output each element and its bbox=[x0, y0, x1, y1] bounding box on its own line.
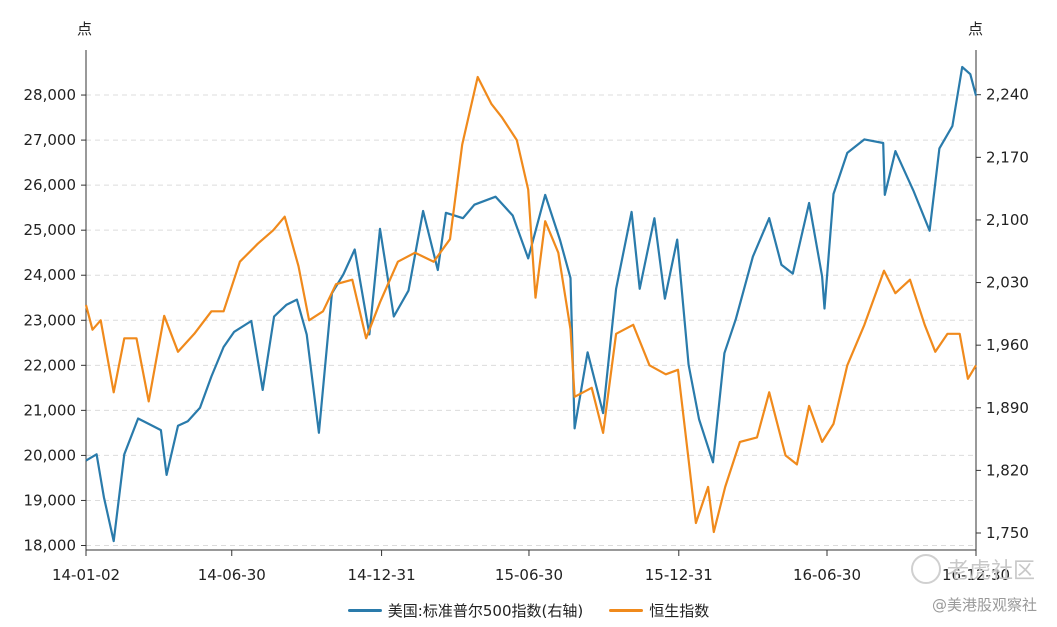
tick-labels: 18,000 19,000 20,000 21,000 22,000 23,000 24,0… bbox=[24, 86, 1029, 584]
series-lines bbox=[84, 65, 978, 543]
legend-label-sp500: 美国:标准普尔500指数(右轴) bbox=[387, 602, 584, 620]
x-tick-label: 16-12-30 bbox=[942, 566, 1010, 584]
grid-lines bbox=[86, 94, 976, 546]
right-tick-label: 2,030 bbox=[986, 274, 1029, 292]
left-tick-label: 26,000 bbox=[24, 176, 77, 194]
series-line-sp500 bbox=[85, 65, 978, 543]
right-axis-unit: 点 bbox=[968, 20, 983, 38]
x-tick-label: 14-06-30 bbox=[198, 566, 266, 584]
tiger-logo-icon bbox=[910, 554, 941, 584]
x-tick-label: 15-12-31 bbox=[645, 566, 713, 584]
series-line-hsi bbox=[84, 75, 977, 534]
legend: 美国:标准普尔500指数(右轴) 恒生指数 bbox=[0, 600, 1057, 621]
left-tick-label: 23,000 bbox=[24, 311, 77, 329]
left-tick-label: 27,000 bbox=[24, 131, 77, 149]
x-tick-label: 15-06-30 bbox=[495, 566, 563, 584]
left-tick-label: 25,000 bbox=[24, 221, 77, 239]
watermark-logo: 老虎社区 bbox=[910, 553, 1035, 585]
left-axis-unit: 点 bbox=[77, 20, 92, 38]
right-tick-label: 2,100 bbox=[986, 211, 1029, 229]
left-tick-label: 22,000 bbox=[24, 356, 77, 374]
legend-item-sp500[interactable]: 美国:标准普尔500指数(右轴) bbox=[347, 600, 584, 621]
legend-swatch-sp500 bbox=[347, 609, 382, 612]
axes bbox=[81, 50, 981, 556]
legend-item-hsi[interactable]: 恒生指数 bbox=[609, 600, 709, 621]
legend-label-hsi: 恒生指数 bbox=[649, 602, 710, 620]
watermark-text: 老虎社区 bbox=[946, 559, 1035, 584]
x-tick-label: 14-01-02 bbox=[52, 566, 120, 584]
right-tick-label: 2,240 bbox=[986, 86, 1029, 104]
left-tick-label: 19,000 bbox=[24, 491, 77, 509]
right-tick-label: 1,960 bbox=[986, 336, 1029, 354]
x-tick-label: 16-06-30 bbox=[793, 566, 861, 584]
right-tick-label: 1,820 bbox=[986, 461, 1029, 479]
x-tick-label: 14-12-31 bbox=[348, 566, 416, 584]
right-tick-label: 1,890 bbox=[986, 399, 1029, 417]
left-tick-label: 28,000 bbox=[24, 86, 77, 104]
left-tick-label: 24,000 bbox=[24, 266, 77, 284]
watermark-subtext: @美港股观察社 bbox=[931, 596, 1037, 614]
left-tick-label: 21,000 bbox=[24, 401, 77, 419]
right-tick-label: 1,750 bbox=[986, 524, 1029, 542]
right-tick-label: 2,170 bbox=[986, 148, 1029, 166]
left-tick-label: 18,000 bbox=[24, 536, 77, 554]
legend-swatch-hsi bbox=[609, 609, 644, 612]
left-tick-label: 20,000 bbox=[24, 446, 77, 464]
